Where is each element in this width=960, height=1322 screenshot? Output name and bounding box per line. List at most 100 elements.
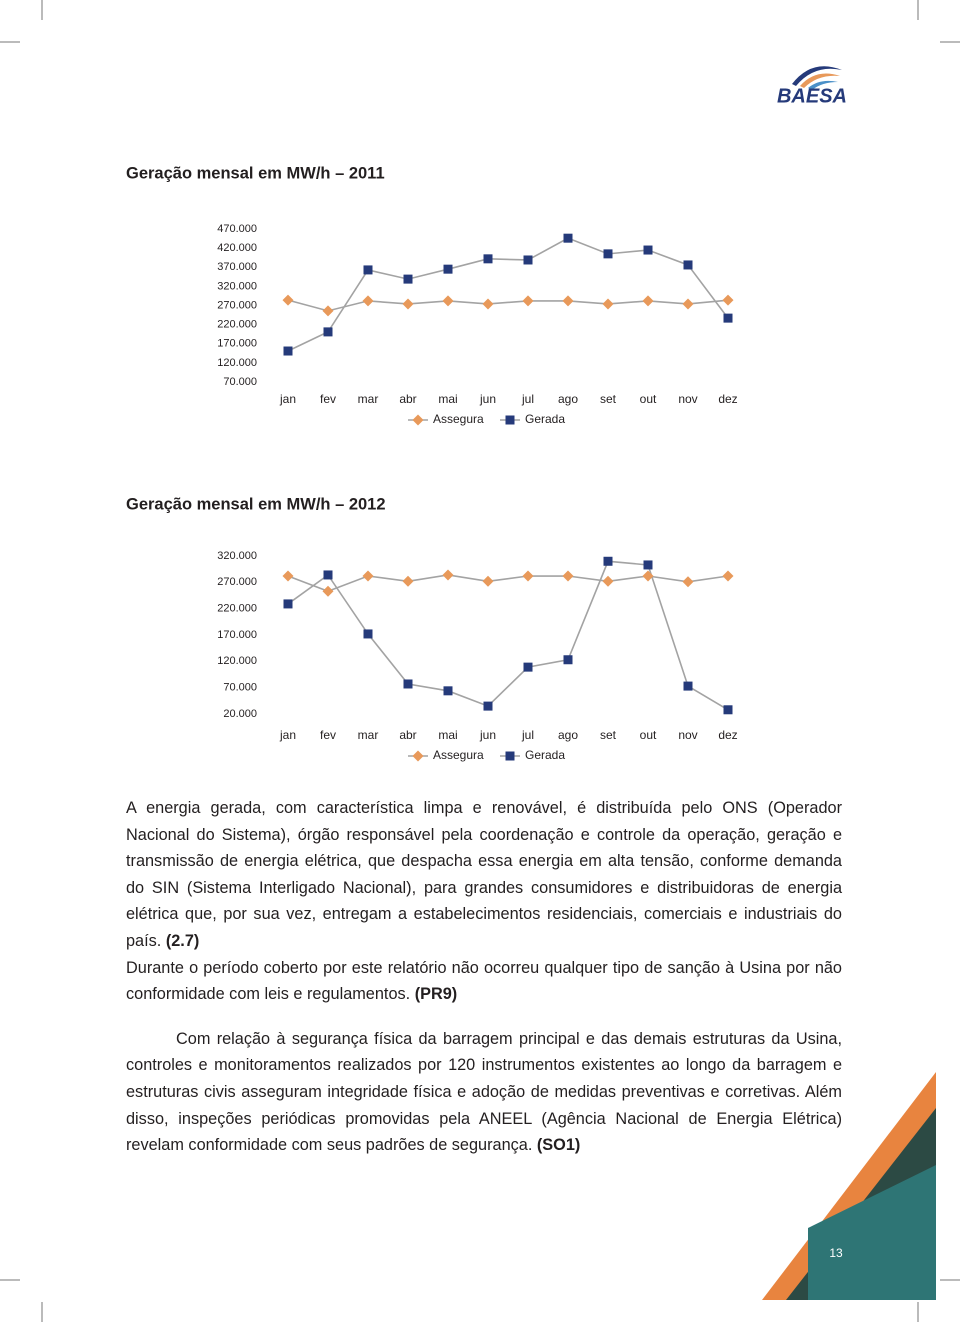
y-tick-label: 70.000 xyxy=(223,376,257,388)
paragraph-text: A energia gerada, com característica lim… xyxy=(126,799,842,950)
x-tick-label: jun xyxy=(479,728,496,742)
y-tick-label: 370.000 xyxy=(217,261,257,273)
data-point xyxy=(643,245,653,255)
y-tick-label: 270.000 xyxy=(217,576,257,588)
data-point xyxy=(283,599,293,609)
data-point xyxy=(363,265,373,275)
paragraph: Durante o período coberto por este relat… xyxy=(126,955,842,1008)
data-point xyxy=(682,298,694,310)
data-point xyxy=(722,294,734,306)
data-point xyxy=(642,570,654,582)
legend-marker xyxy=(412,414,424,426)
legend-marker xyxy=(412,750,424,762)
data-point xyxy=(523,662,533,672)
y-tick-label: 120.000 xyxy=(217,357,257,369)
y-tick-label: 320.000 xyxy=(217,550,257,562)
data-point xyxy=(563,655,573,665)
y-tick-label: 320.000 xyxy=(217,280,257,292)
series-line xyxy=(287,560,729,711)
x-tick-label: jan xyxy=(279,728,296,742)
y-tick-label: 220.000 xyxy=(217,319,257,331)
reference: (2.7) xyxy=(165,931,200,950)
y-tick-label: 120.000 xyxy=(217,655,257,667)
data-point xyxy=(522,295,534,307)
reference: (SO1) xyxy=(536,1136,581,1155)
logo: BAESA xyxy=(777,66,847,107)
x-tick-label: jan xyxy=(279,392,296,406)
x-tick-label: mar xyxy=(358,392,379,406)
data-point xyxy=(322,305,334,317)
legend-label: Gerada xyxy=(525,748,565,762)
data-point xyxy=(442,569,454,581)
data-point xyxy=(402,575,414,587)
x-tick-label: set xyxy=(600,728,617,742)
y-tick-label: 70.000 xyxy=(223,682,257,694)
x-tick-label: abr xyxy=(399,392,416,406)
data-point xyxy=(403,274,413,284)
legend-marker xyxy=(505,751,515,761)
x-tick-label: ago xyxy=(558,392,578,406)
data-point xyxy=(362,570,374,582)
series-line xyxy=(287,237,729,352)
data-point xyxy=(363,629,373,639)
data-point xyxy=(362,295,374,307)
data-point xyxy=(683,681,693,691)
x-tick-label: abr xyxy=(399,728,416,742)
x-tick-label: dez xyxy=(718,392,737,406)
corner-decoration xyxy=(762,1072,936,1300)
legend-marker xyxy=(505,415,515,425)
logo-text: BAESA xyxy=(777,85,847,107)
data-point xyxy=(642,295,654,307)
data-point xyxy=(682,576,694,588)
y-tick-label: 170.000 xyxy=(217,338,257,350)
data-point xyxy=(562,295,574,307)
x-tick-label: mai xyxy=(438,392,457,406)
data-point xyxy=(602,575,614,587)
data-point xyxy=(443,264,453,274)
data-point xyxy=(323,570,333,580)
data-point xyxy=(723,313,733,323)
data-point xyxy=(442,295,454,307)
paragraph: Com relação à segurança física da barrag… xyxy=(126,1026,842,1159)
x-tick-label: out xyxy=(640,728,657,742)
legend-label: Assegura xyxy=(433,412,484,426)
x-tick-label: out xyxy=(640,392,657,406)
data-point xyxy=(323,327,333,337)
data-point xyxy=(282,570,294,582)
chart-title: Geração mensal em MW/h – 2011 xyxy=(126,164,385,182)
body-text: A energia gerada, com característica lim… xyxy=(126,795,842,1159)
paragraph-text: Com relação à segurança física da barrag… xyxy=(126,1029,842,1155)
data-point xyxy=(563,233,573,243)
x-tick-label: set xyxy=(600,392,617,406)
x-tick-label: fev xyxy=(320,392,336,406)
data-point xyxy=(402,298,414,310)
x-tick-label: dez xyxy=(718,728,737,742)
y-tick-label: 270.000 xyxy=(217,299,257,311)
data-point xyxy=(522,570,534,582)
legend-label: Gerada xyxy=(525,412,565,426)
page-number: 13 xyxy=(829,1246,843,1260)
data-point xyxy=(483,254,493,264)
paragraph: A energia gerada, com característica lim… xyxy=(126,795,842,955)
x-tick-label: jun xyxy=(479,392,496,406)
x-tick-label: fev xyxy=(320,728,336,742)
data-point xyxy=(443,686,453,696)
data-point xyxy=(482,298,494,310)
data-point xyxy=(482,575,494,587)
y-tick-label: 470.000 xyxy=(217,223,257,235)
data-point xyxy=(602,298,614,310)
x-tick-label: mai xyxy=(438,728,457,742)
series-line xyxy=(287,299,729,312)
data-point xyxy=(643,560,653,570)
paragraph-text: Durante o período coberto por este relat… xyxy=(126,958,842,1004)
data-point xyxy=(523,255,533,265)
x-tick-label: jul xyxy=(521,392,534,406)
data-point xyxy=(483,701,493,711)
y-tick-label: 420.000 xyxy=(217,242,257,254)
data-point xyxy=(283,346,293,356)
series-line xyxy=(287,574,729,593)
data-point xyxy=(403,679,413,689)
